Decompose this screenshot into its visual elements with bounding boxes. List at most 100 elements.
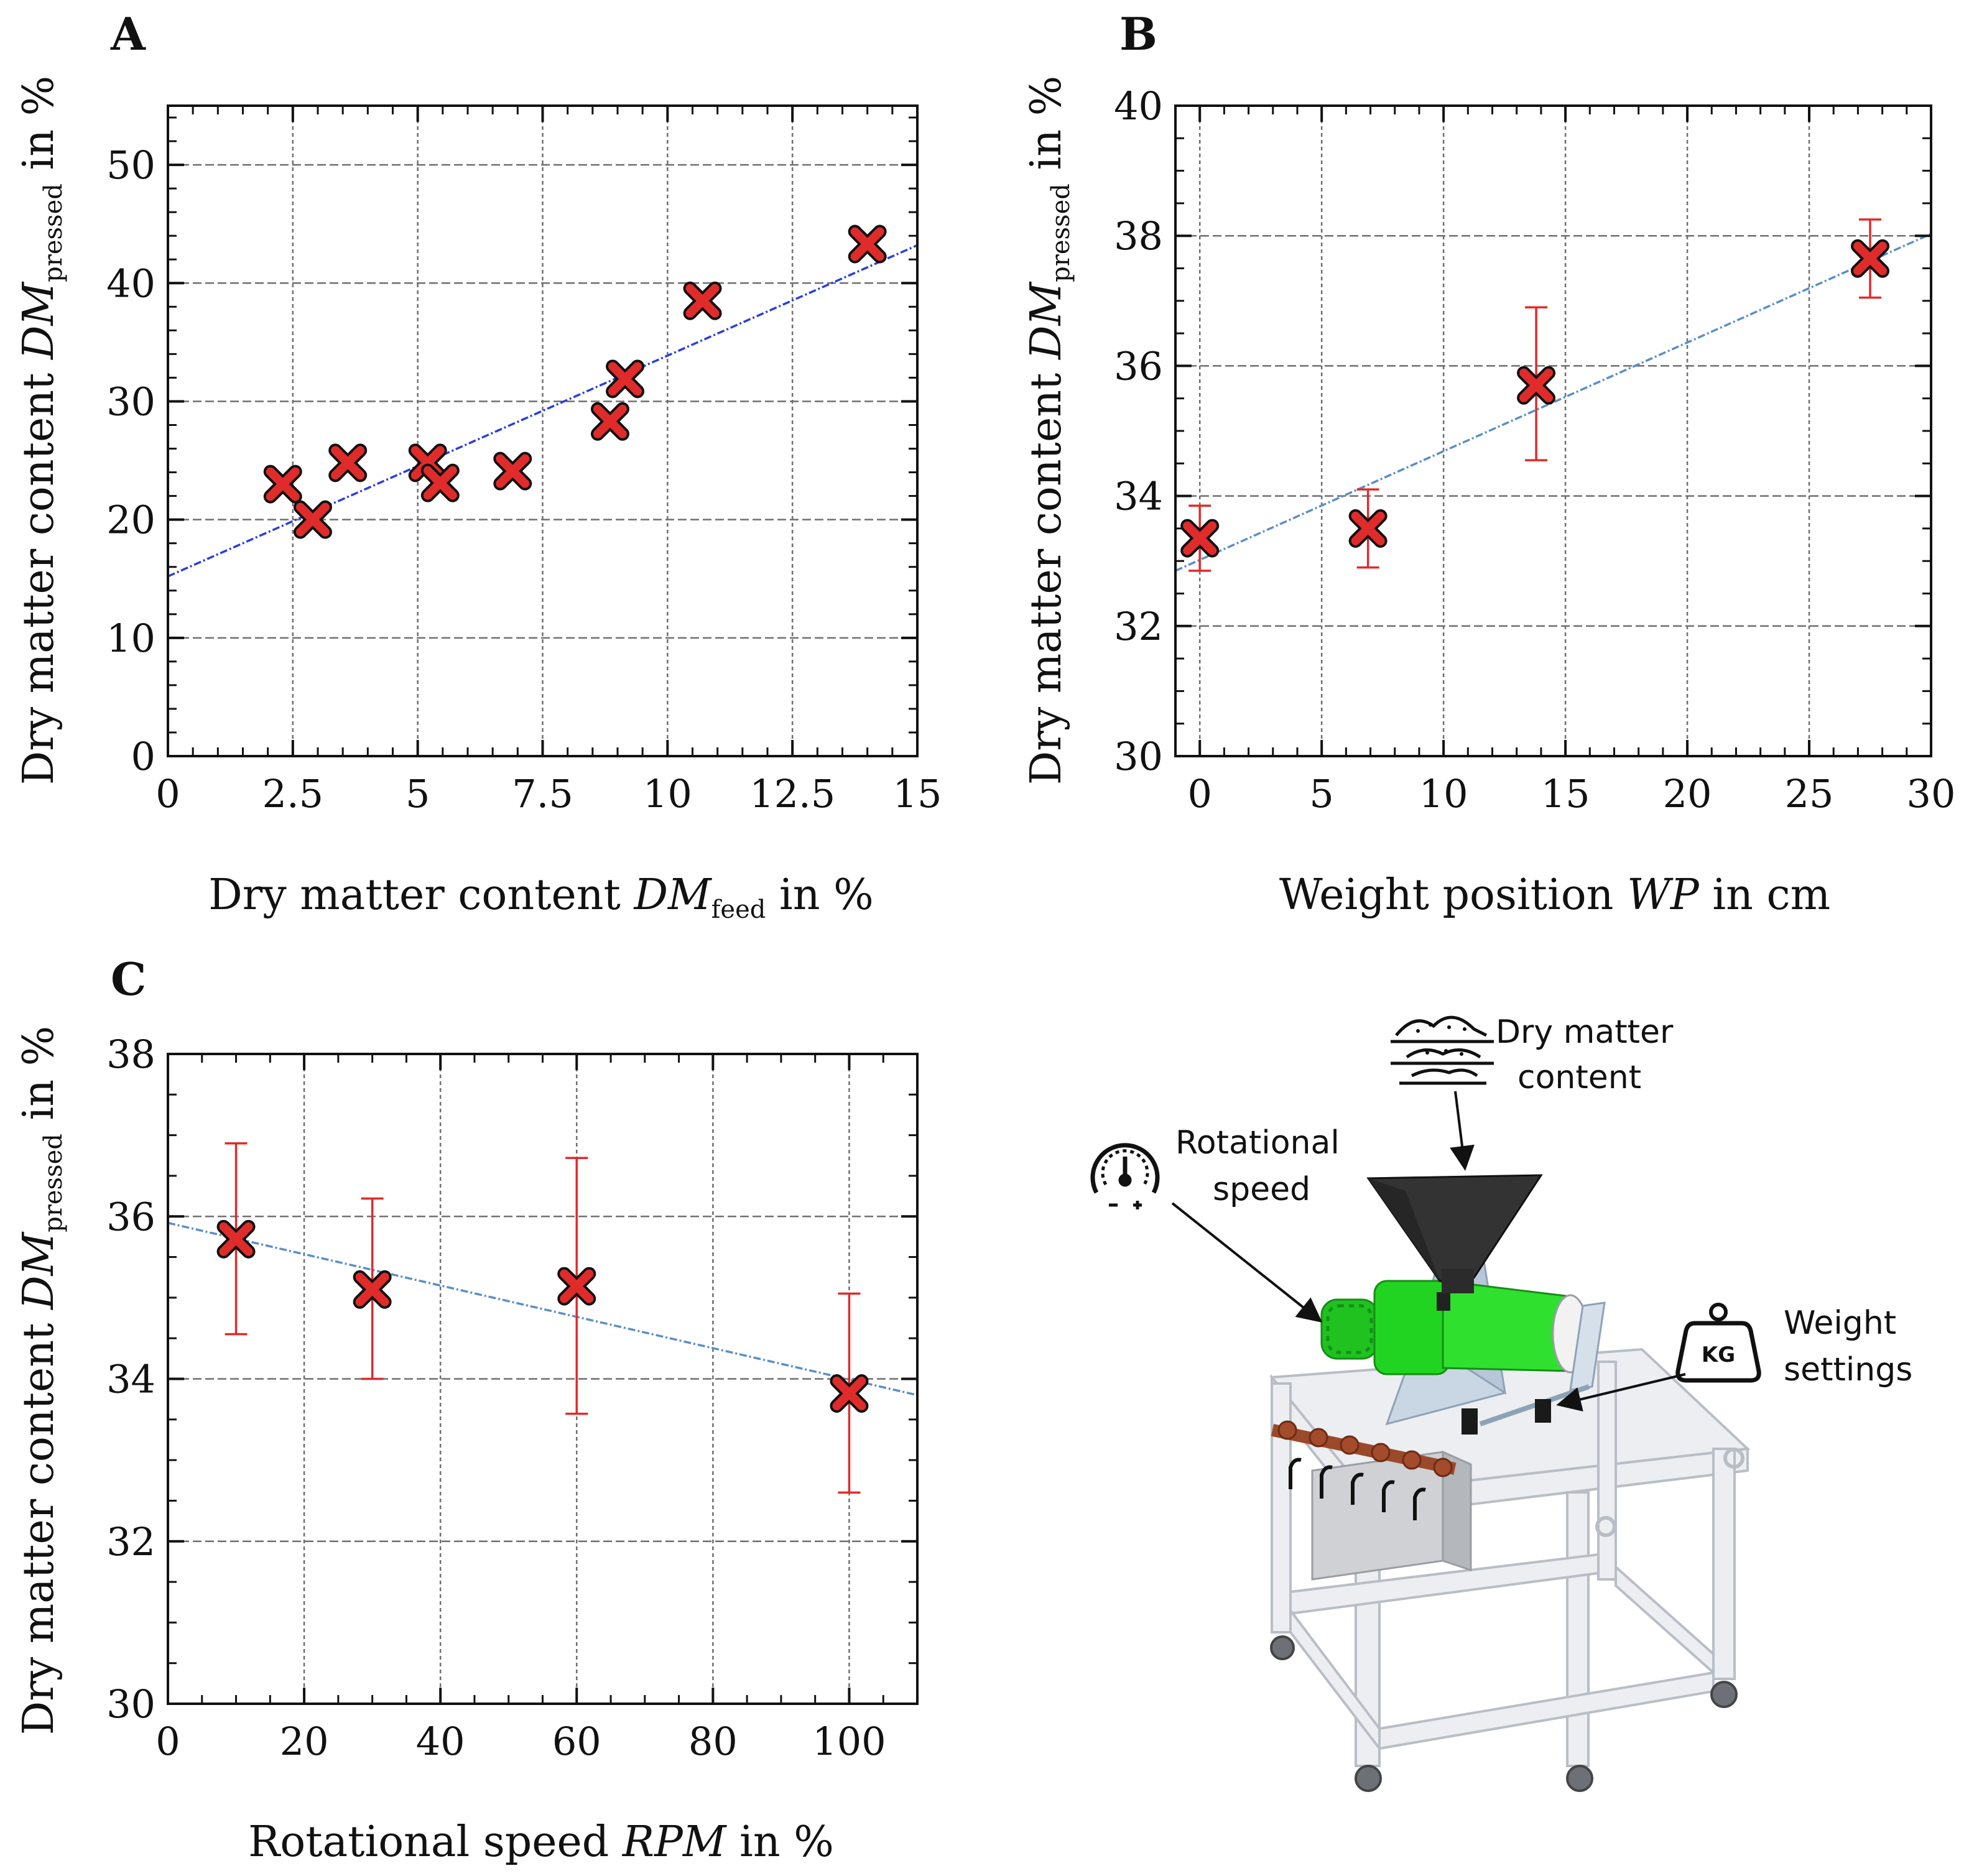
- panel-c-data-point: [830, 1374, 869, 1413]
- panel-b-x-tick-label: 25: [1785, 771, 1834, 816]
- panel-a-x-tick-label: 12.5: [749, 771, 835, 816]
- rotational-speed-label-line2: speed: [1213, 1171, 1310, 1208]
- panel-c-y-axis-label: Dry matter content DMpressed in %: [14, 1026, 68, 1735]
- panel-c-grid: [168, 1054, 917, 1704]
- panel-b-y-tick-label: 40: [1114, 83, 1163, 129]
- panel-c-x-tick-label: 80: [688, 1719, 738, 1764]
- panel-a-data-point: [848, 224, 887, 264]
- panel-b-y-tick-label: 32: [1114, 604, 1163, 649]
- panel-c-x-ticks: 0 20 40 60 80 100: [155, 1054, 886, 1764]
- panel-b: B 0 5 10 15 20 25 30 30 32 34 36 38 40 Weight posit…: [1022, 7, 1955, 920]
- rotational-speed-icon: [1090, 1143, 1160, 1209]
- panel-b-frame: [1174, 104, 1932, 757]
- panel-a-data-point: [606, 359, 645, 399]
- panel-a-data-point: [420, 463, 460, 502]
- panel-a-data-point: [493, 451, 532, 491]
- panel-b-x-tick-label: 0: [1187, 771, 1212, 816]
- panel-b-y-ticks: 30 32 34 36 38 40: [1114, 83, 1931, 779]
- hopper: [1366, 1174, 1543, 1293]
- panel-a-x-tick-label: 5: [405, 771, 430, 816]
- panel-b-fit-line: [1175, 233, 1932, 572]
- panel-b-data-point: [1348, 509, 1388, 548]
- panel-a-x-tick-label: 10: [643, 771, 692, 816]
- dry-matter-arrow: [1450, 1091, 1475, 1171]
- weight-settings-arrow: [1556, 1373, 1686, 1412]
- panel-a-data-point: [263, 464, 302, 504]
- dry-matter-icon: [1391, 1015, 1494, 1085]
- panel-c-y-tick-label: 36: [106, 1194, 155, 1239]
- machine-wheels: [1270, 1635, 1738, 1792]
- panel-a-points: [263, 224, 887, 539]
- dry-matter-label-line1: Dry matter: [1496, 1014, 1674, 1051]
- panel-a-x-tick-label: 7.5: [512, 771, 573, 816]
- panel-b-data-point: [1517, 366, 1556, 405]
- panel-c-x-tick-label: 60: [552, 1719, 601, 1764]
- dry-matter-label-line2: content: [1517, 1059, 1641, 1096]
- panel-a-x-ticks: 0 2.5 5 7.5 10 12.5 15: [155, 106, 942, 816]
- panel-a-x-tick-label: 0: [155, 771, 180, 816]
- panel-a-x-tick-label: 15: [893, 771, 942, 816]
- panel-a-data-point: [328, 443, 368, 483]
- panel-a-data-point: [683, 281, 722, 320]
- panel-b-y-axis-label: Dry matter content DMpressed in %: [1022, 76, 1075, 785]
- panel-b-y-tick-label: 38: [1114, 213, 1163, 259]
- panel-c: C 0 20 40 60 80 100 30 32 34 36 38 Rotational spe…: [14, 953, 919, 1867]
- panel-c-data-point: [353, 1270, 392, 1309]
- panel-b-x-tick-label: 10: [1419, 771, 1468, 816]
- panel-c-x-tick-label: 20: [280, 1719, 329, 1764]
- panel-b-x-tick-label: 5: [1309, 771, 1333, 816]
- panel-a-y-ticks: 0 10 20 30 40 50: [106, 142, 917, 779]
- panel-a-grid: [168, 106, 917, 756]
- panel-b-x-tick-label: 30: [1907, 771, 1956, 816]
- panel-c-y-tick-label: 32: [106, 1519, 155, 1564]
- panel-c-fit-line: [167, 1221, 918, 1397]
- rotational-speed-label-line1: Rotational: [1175, 1124, 1340, 1162]
- panel-c-x-tick-label: 40: [416, 1719, 465, 1764]
- outlet-manifold: [1271, 1420, 1457, 1520]
- panel-b-data-point: [1851, 239, 1890, 278]
- panel-b-y-tick-label: 36: [1114, 343, 1163, 389]
- dry-matter-icon-dots: [1416, 1023, 1466, 1056]
- panel-a-y-tick-label: 40: [106, 261, 155, 306]
- panel-c-x-tick-label: 100: [812, 1719, 886, 1764]
- screw-press-body: [1320, 1280, 1589, 1375]
- panel-c-x-tick-label: 0: [155, 1719, 180, 1764]
- panel-c-label: C: [111, 953, 146, 1005]
- panel-b-x-tick-label: 15: [1541, 771, 1590, 816]
- panel-b-x-ticks: 0 5 10 15 20 25 30: [1187, 106, 1955, 816]
- panel-c-y-tick-label: 30: [106, 1681, 155, 1727]
- lifting-eyes: [1595, 1448, 1744, 1537]
- weight-icon-kg-text: KG: [1702, 1342, 1735, 1367]
- panel-c-points: [216, 1142, 869, 1494]
- panel-a-y-tick-label: 20: [106, 497, 155, 543]
- panel-b-x-axis-label: Weight position WP in cm: [1279, 871, 1830, 920]
- panel-b-label: B: [1119, 7, 1157, 60]
- panel-a-data-point: [590, 402, 629, 441]
- weight-settings-label-line2: settings: [1784, 1351, 1912, 1389]
- weight-settings-label-line1: Weight: [1784, 1305, 1896, 1342]
- panel-a-label: A: [110, 7, 146, 60]
- weight-icon: KG: [1675, 1303, 1761, 1383]
- press-machine-illustration: Dry matter content Rotational speed KG W…: [1090, 1014, 1912, 1792]
- panel-b-minor-ticks: [1174, 104, 1932, 757]
- panel-a-y-axis-label: Dry matter content DMpressed in %: [14, 76, 68, 785]
- panel-c-y-tick-label: 38: [106, 1032, 155, 1077]
- panel-b-points: [1180, 218, 1890, 572]
- panel-b-y-tick-label: 34: [1114, 474, 1163, 519]
- rotational-speed-arrow: [1171, 1202, 1323, 1323]
- panel-a: A 0 2.5 5 7.5 10 12.5 15 0 10 20 30 40 50 Dry matte…: [14, 7, 942, 924]
- panel-a-y-tick-label: 30: [106, 379, 155, 424]
- panel-a-x-tick-label: 2.5: [262, 771, 324, 816]
- collection-tank: [1311, 1450, 1472, 1581]
- panel-b-x-tick-label: 20: [1663, 771, 1712, 816]
- panel-a-y-tick-label: 10: [106, 616, 155, 661]
- panel-a-y-tick-label: 50: [106, 142, 155, 188]
- panel-c-data-point: [216, 1219, 256, 1259]
- panel-a-fit-line: [167, 244, 918, 578]
- panel-c-data-point: [557, 1267, 596, 1306]
- panel-c-y-tick-label: 34: [106, 1357, 155, 1402]
- panel-a-data-point: [293, 500, 332, 539]
- panel-a-x-axis-label: Dry matter content DMfeed in %: [208, 871, 874, 924]
- panel-c-y-ticks: 30 32 34 36 38: [106, 1032, 917, 1727]
